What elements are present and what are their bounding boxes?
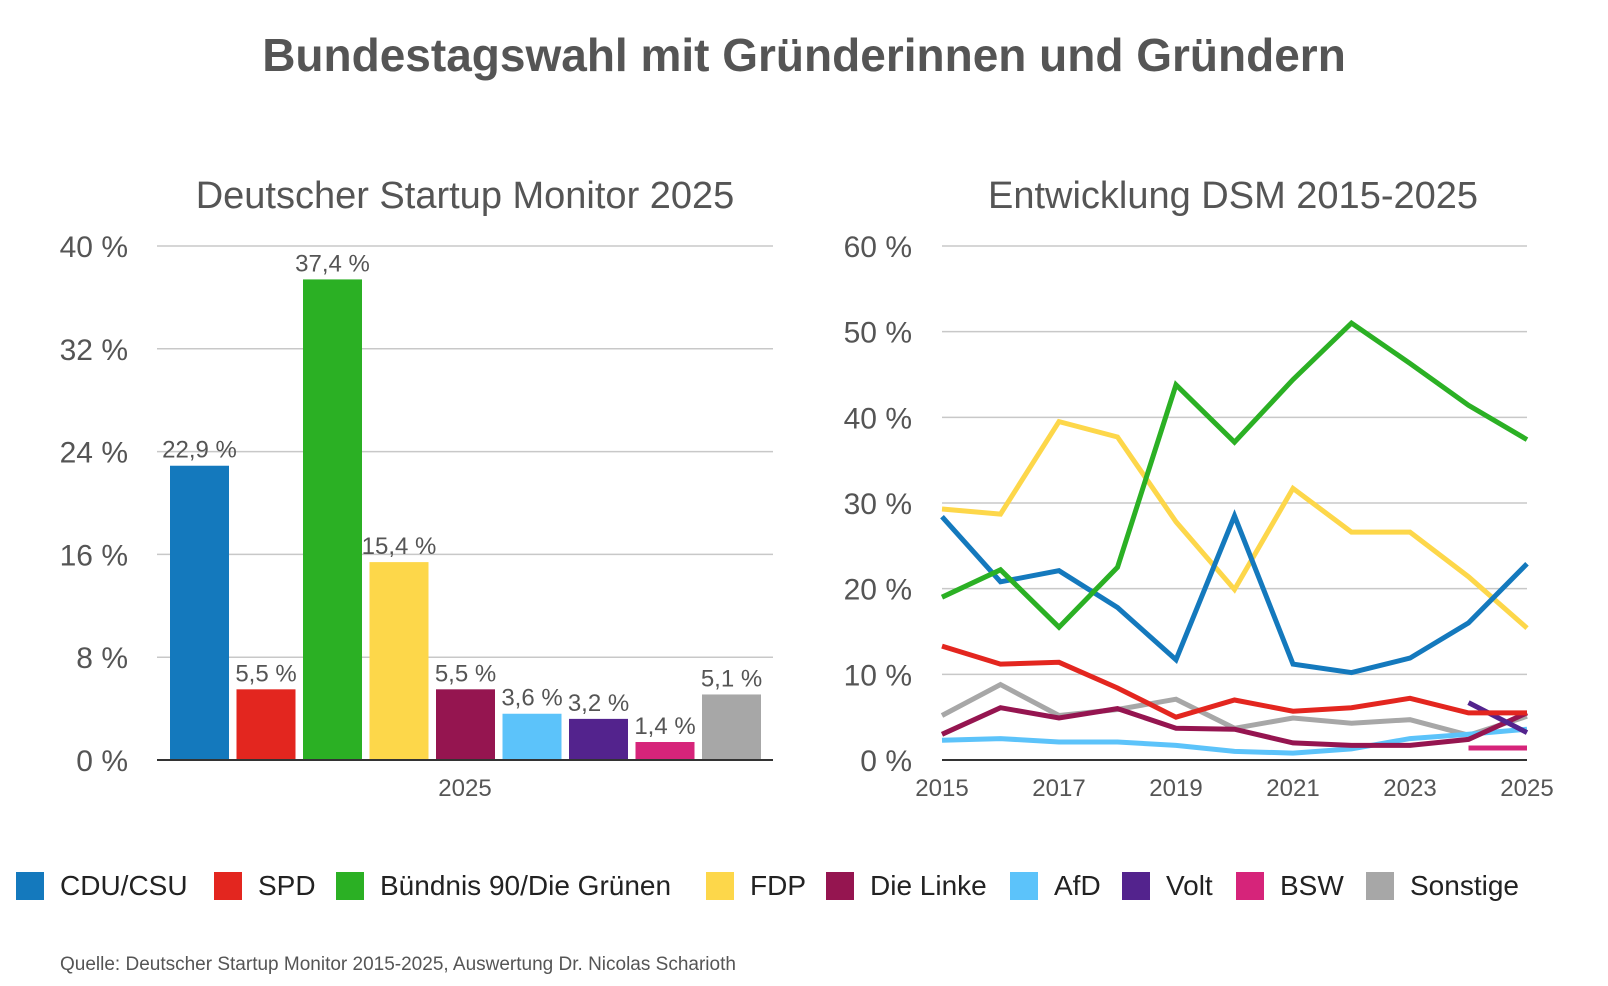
line-chart-title: Entwicklung DSM 2015-2025 — [988, 175, 1478, 217]
bar — [369, 562, 429, 760]
bar-value-label: 3,2 % — [568, 690, 629, 717]
legend-item-afd: AfD — [1010, 866, 1101, 906]
bar — [170, 465, 229, 760]
x-tick-label: 2019 — [1149, 775, 1202, 802]
bar-value-label: 5,5 % — [235, 660, 296, 687]
series-line-volt — [1467, 700, 1529, 735]
legend-label: CDU/CSU — [60, 870, 188, 901]
legend-item-sonstige: Sonstige — [1366, 866, 1519, 906]
legend-label: Volt — [1166, 870, 1213, 901]
legend-label: BSW — [1280, 870, 1344, 901]
legend-item-bsw: BSW — [1236, 866, 1344, 906]
legend-swatch — [1122, 872, 1150, 900]
legend-swatch — [826, 872, 854, 900]
y-tick-label: 40 % — [844, 402, 912, 435]
y-tick-label: 16 % — [60, 539, 128, 572]
bar-value-label: 37,4 % — [295, 250, 370, 277]
bar-value-label: 3,6 % — [501, 685, 562, 712]
y-tick-label: 0 % — [860, 745, 912, 778]
y-tick-label: 8 % — [76, 642, 128, 675]
y-tick-label: 60 % — [844, 231, 912, 264]
y-tick-label: 50 % — [844, 317, 912, 350]
legend-item-volt: Volt — [1122, 866, 1213, 906]
bar — [569, 718, 628, 760]
legend-swatch — [214, 872, 242, 900]
legend-label: Bündnis 90/Die Grünen — [380, 870, 672, 901]
bar — [303, 279, 362, 760]
y-tick-label: 0 % — [76, 745, 128, 778]
bar-value-label: 22,9 % — [162, 437, 237, 464]
bar-chart: Deutscher Startup Monitor 2025 0 % 8 % 16 %… — [60, 175, 773, 802]
x-tick-label: 2023 — [1383, 775, 1436, 802]
legend-label: Die Linke — [870, 870, 987, 901]
legend-swatch — [1236, 872, 1264, 900]
line-chart: Entwicklung DSM 2015-2025 0 % 10 % 20 % 30 %… — [844, 175, 1554, 802]
legend-item-gruene: Bündnis 90/Die Grünen — [336, 866, 671, 906]
x-tick-label: 2025 — [1500, 775, 1553, 802]
legend-label: FDP — [750, 870, 806, 901]
bar-value-label: 5,1 % — [701, 665, 762, 692]
bar — [436, 689, 495, 760]
legend: CDU/CSU SPD Bündnis 90/Die Grünen FDP Di… — [0, 866, 1608, 906]
x-tick-label: 2015 — [915, 775, 968, 802]
bar-value-label: 15,4 % — [362, 533, 437, 560]
y-tick-label: 10 % — [844, 659, 912, 692]
x-tick-label: 2021 — [1266, 775, 1319, 802]
legend-swatch — [16, 872, 44, 900]
series-line-afd — [941, 726, 1528, 756]
series-line-fdp — [941, 418, 1529, 630]
legend-label: Sonstige — [1410, 870, 1519, 901]
series-line-b-ndnis-90-die-gr-nen — [940, 319, 1529, 631]
series-line-cdu-csu — [940, 509, 1529, 676]
legend-swatch — [1366, 872, 1394, 900]
legend-item-spd: SPD — [214, 866, 316, 906]
legend-item-fdp: FDP — [706, 866, 806, 906]
source-note: Quelle: Deutscher Startup Monitor 2015-2… — [60, 954, 736, 975]
bar — [236, 689, 296, 760]
y-tick-label: 20 % — [844, 574, 912, 607]
bar-chart-title: Deutscher Startup Monitor 2025 — [196, 175, 735, 217]
series-line-die-linke — [940, 705, 1529, 748]
x-tick-label: 2017 — [1032, 775, 1085, 802]
legend-label: SPD — [258, 870, 316, 901]
main-title: Bundestagswahl mit Gründerinnen und Grün… — [262, 29, 1346, 81]
legend-swatch — [336, 872, 364, 900]
y-tick-label: 30 % — [844, 488, 912, 521]
bar — [702, 694, 761, 760]
bar-value-label: 5,5 % — [435, 660, 496, 687]
legend-swatch — [706, 872, 734, 900]
y-tick-label: 40 % — [60, 231, 128, 264]
legend-item-die-linke: Die Linke — [826, 866, 987, 906]
bar — [635, 742, 695, 760]
y-tick-label: 32 % — [60, 334, 128, 367]
legend-label: AfD — [1054, 870, 1101, 901]
legend-swatch — [1010, 872, 1038, 900]
bar — [502, 713, 562, 760]
y-tick-label: 24 % — [60, 437, 128, 470]
legend-item-cdu-csu: CDU/CSU — [16, 866, 188, 906]
bar-value-label: 1,4 % — [634, 713, 695, 740]
series-line-spd — [941, 643, 1527, 720]
x-axis-label: 2025 — [438, 775, 491, 802]
